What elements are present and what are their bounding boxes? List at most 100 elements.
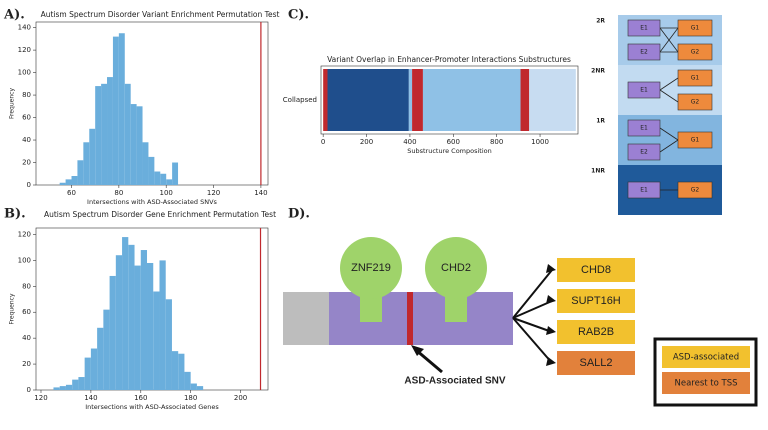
gene-box	[557, 320, 635, 344]
histogram-bar	[77, 160, 84, 185]
histogram-bar	[59, 386, 66, 390]
panel-label: D).	[288, 207, 310, 222]
gene-box-label: SUPT16H	[571, 295, 621, 307]
histogram-bar	[112, 36, 119, 185]
histogram-bar	[130, 104, 137, 185]
histogram-bar	[83, 142, 90, 185]
y-tick-label: 80	[22, 282, 31, 290]
histogram-bar	[101, 83, 108, 185]
chart-title: Autism Spectrum Disorder Variant Enrichm…	[41, 10, 280, 19]
panel-label: C).	[288, 8, 309, 23]
enhancer-label: E2	[640, 49, 648, 56]
histogram-bar	[103, 309, 110, 390]
histogram-bar	[90, 348, 98, 390]
histogram-bar	[95, 86, 102, 185]
x-tick-label: 400	[403, 138, 416, 146]
regulation-edge	[512, 317, 553, 364]
x-tick-label: 800	[490, 138, 503, 146]
x-tick-label: 0	[321, 138, 325, 146]
x-axis-label: Intersections with ASD-Associated Genes	[85, 403, 219, 411]
histogram-bar	[128, 244, 135, 390]
y-tick-label: 120	[18, 230, 31, 238]
interaction-edge	[659, 89, 679, 103]
gene-node	[677, 19, 713, 37]
gene-box	[557, 258, 635, 282]
bar-segment	[520, 69, 530, 131]
enhancer-node	[627, 81, 661, 99]
histogram-bar	[89, 128, 96, 185]
x-tick-label: 120	[34, 394, 47, 402]
histogram-bar	[109, 275, 116, 390]
snv-arrowhead	[411, 345, 424, 356]
snv-marker	[407, 292, 413, 345]
histogram-bar	[148, 156, 155, 185]
histogram-bar	[159, 260, 166, 390]
y-tick-label: 60	[22, 308, 31, 316]
x-tick-label: 200	[234, 394, 247, 402]
snv-arrow	[415, 348, 443, 374]
regulation-edge	[512, 300, 553, 319]
gene-label: G2	[691, 99, 700, 106]
enhancer-node	[627, 119, 661, 137]
enhancer-node	[627, 19, 661, 37]
enhancer-label: E1	[640, 125, 648, 132]
y-tick-label: 20	[22, 159, 31, 167]
y-tick-label: 0	[27, 386, 31, 394]
enhancer-label: E1	[640, 25, 648, 32]
histogram-bar	[97, 327, 104, 390]
gene-node	[677, 93, 713, 111]
enhancer-node	[627, 143, 661, 161]
histogram-bar	[118, 33, 125, 185]
panel-label: B).	[4, 207, 26, 222]
y-tick-label: 140	[18, 24, 31, 32]
y-tick-label: 100	[18, 256, 31, 264]
legend-label: Nearest to TSS	[674, 379, 737, 389]
interaction-edge	[659, 27, 679, 53]
y-tick-label: 20	[22, 360, 31, 368]
histogram-bar	[124, 83, 131, 185]
y-axis-label: Frequency	[9, 88, 16, 119]
factor-circle	[425, 237, 487, 299]
legend-swatch	[662, 346, 750, 368]
legend-swatch	[662, 372, 750, 394]
histogram-bar	[153, 291, 160, 390]
structure-label: 1NR	[591, 168, 605, 175]
structure-label: 1R	[596, 118, 605, 125]
interaction-edge	[659, 139, 679, 153]
y-tick-label: 40	[22, 136, 31, 144]
enhancer-node	[627, 43, 661, 61]
x-tick-label: 160	[134, 394, 147, 402]
histogram-bar	[196, 386, 204, 390]
histogram-bar	[136, 106, 143, 185]
edge-arrowhead	[546, 295, 556, 304]
y-tick-label: 60	[22, 114, 31, 122]
histogram-bar	[71, 176, 78, 185]
factor-label: CHD2	[441, 262, 471, 274]
gene-label: G2	[691, 187, 700, 194]
histogram-bar	[171, 351, 179, 390]
edge-arrowhead	[546, 357, 556, 366]
gene-box	[557, 289, 635, 313]
x-tick-label: 180	[184, 394, 197, 402]
histogram-bar	[147, 262, 154, 390]
histogram-bar	[154, 171, 161, 185]
y-tick-label: 0	[27, 181, 31, 189]
chart-title: Variant Overlap in Enhancer-Promoter Int…	[327, 55, 571, 64]
bar-segment	[529, 69, 576, 131]
structure-label: 2NR	[591, 68, 605, 75]
gene-label: G1	[691, 75, 700, 82]
chart-title: Autism Spectrum Disorder Gene Enrichment…	[44, 210, 276, 219]
gene-box	[557, 351, 635, 375]
gene-box-label: CHD8	[581, 264, 611, 276]
locus-flank	[283, 292, 329, 345]
edge-arrowhead	[546, 326, 556, 335]
histogram-bar	[65, 179, 72, 185]
interaction-edge	[659, 77, 679, 91]
x-axis-label: Substructure Composition	[407, 147, 492, 155]
x-tick-label: 200	[360, 138, 373, 146]
gene-label: G1	[691, 137, 700, 144]
histogram-bar	[184, 371, 191, 390]
histogram-bar	[172, 162, 179, 185]
histogram-bar	[53, 387, 60, 390]
